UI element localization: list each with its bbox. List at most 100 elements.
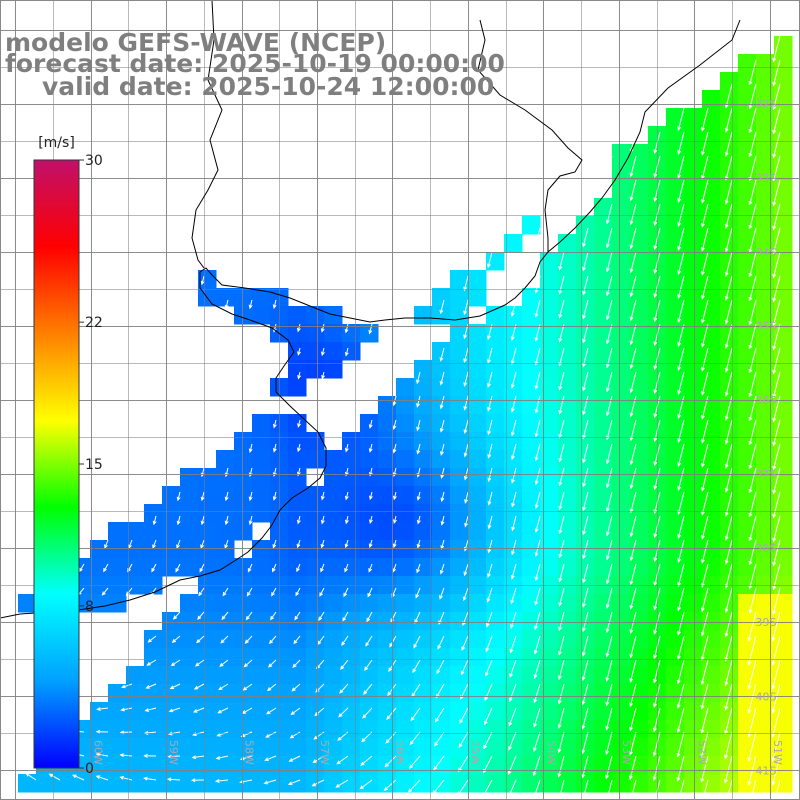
field-cell — [612, 504, 631, 523]
field-cell — [144, 630, 163, 649]
wind-arrow — [605, 659, 613, 682]
field-cell — [756, 360, 775, 379]
field-cell — [504, 234, 523, 253]
wind-arrow — [272, 419, 277, 429]
field-cell — [396, 594, 415, 613]
wind-arrow — [151, 563, 157, 573]
field-cell — [306, 504, 325, 523]
field-cell — [522, 702, 541, 721]
field-cell — [630, 144, 649, 163]
wind-arrow — [701, 131, 709, 156]
wind-arrow — [462, 587, 469, 602]
field-cell — [288, 612, 307, 631]
wind-arrow — [464, 491, 469, 504]
wind-arrow — [772, 539, 781, 567]
field-cell — [162, 486, 181, 505]
field-cell — [612, 198, 631, 217]
wind-arrow — [200, 515, 205, 526]
field-cell — [594, 432, 613, 451]
field-cell — [720, 450, 739, 469]
wind-arrow — [534, 227, 541, 246]
field-cell — [504, 666, 523, 685]
field-cell — [720, 738, 739, 757]
field-cell — [684, 108, 703, 127]
wind-arrow — [724, 635, 733, 662]
wind-arrow — [582, 275, 589, 296]
field-cell — [702, 684, 721, 703]
colorbar — [33, 159, 80, 769]
field-cell — [396, 612, 415, 631]
wind-arrow — [439, 395, 445, 410]
wind-arrow — [605, 395, 613, 417]
field-cell — [126, 702, 145, 721]
field-cell — [612, 486, 631, 505]
wind-arrow — [463, 419, 469, 435]
field-cell — [684, 666, 703, 685]
field-cell — [522, 522, 541, 541]
field-cell — [468, 702, 487, 721]
wind-arrow — [510, 299, 517, 318]
field-cell — [378, 414, 397, 433]
wind-arrow — [463, 443, 469, 458]
field-cell — [738, 612, 757, 631]
field-cell — [432, 684, 451, 703]
field-cell — [738, 468, 757, 487]
field-cell — [630, 630, 649, 649]
wind-arrow — [581, 683, 589, 706]
field-cell — [252, 414, 271, 433]
lat-label: 37S — [756, 468, 777, 481]
wind-arrow — [439, 299, 445, 315]
wind-arrow — [439, 419, 445, 433]
field-cell — [126, 558, 145, 577]
field-cell — [774, 54, 793, 73]
wind-arrow — [487, 563, 493, 579]
wind-arrow — [772, 371, 781, 399]
wind-arrow — [487, 395, 493, 412]
wind-arrow — [676, 683, 685, 709]
wind-arrow — [432, 779, 445, 795]
field-cell — [342, 450, 361, 469]
field-cell — [666, 468, 685, 487]
wind-arrow — [434, 707, 445, 723]
wind-arrow — [463, 467, 469, 481]
field-cell — [612, 756, 631, 775]
field-cell — [756, 54, 775, 73]
wind-arrow — [296, 515, 301, 525]
field-cell — [774, 684, 793, 703]
wind-arrow — [101, 587, 109, 596]
field-cell — [180, 540, 199, 559]
field-cell — [576, 486, 595, 505]
wind-arrow — [582, 323, 589, 344]
field-cell — [360, 720, 379, 739]
wind-arrow — [605, 443, 613, 465]
field-cell — [774, 36, 793, 55]
wind-arrow — [676, 659, 685, 685]
field-cell — [396, 468, 415, 487]
field-cell — [684, 126, 703, 145]
field-cell — [450, 504, 469, 523]
field-cell — [360, 594, 379, 613]
field-cell — [774, 702, 793, 721]
wind-arrow — [296, 323, 301, 333]
field-cell — [702, 468, 721, 487]
wind-arrow — [510, 611, 517, 630]
wind-arrow — [366, 611, 373, 623]
field-cell — [288, 342, 307, 361]
field-cell — [414, 702, 433, 721]
wind-arrow — [171, 635, 181, 644]
field-cell — [468, 414, 487, 433]
field-cell — [180, 594, 199, 613]
wind-arrow — [416, 419, 421, 432]
field-cell — [342, 630, 361, 649]
field-cell — [630, 288, 649, 307]
field-cell — [522, 216, 541, 235]
field-cell — [468, 612, 487, 631]
field-cell — [594, 504, 613, 523]
field-cell — [576, 270, 595, 289]
field-cell — [756, 306, 775, 325]
field-cell — [738, 630, 757, 649]
field-cell — [702, 108, 721, 127]
field-cell — [630, 396, 649, 415]
field-cell — [450, 522, 469, 541]
field-cell — [774, 720, 793, 739]
